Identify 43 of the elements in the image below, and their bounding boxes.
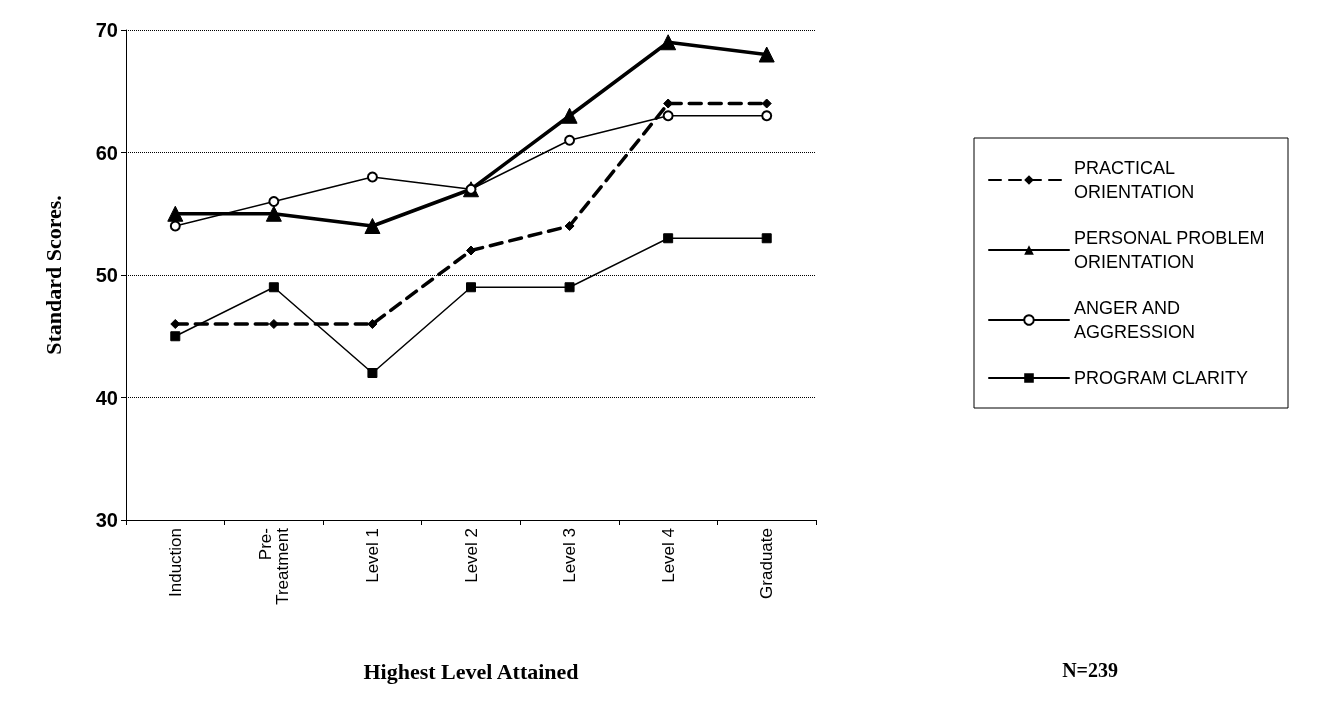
x-tick-label: Level 1	[362, 528, 382, 583]
y-tick-label: 30	[95, 509, 118, 531]
point	[663, 233, 674, 244]
x-tick-label: Induction	[165, 528, 185, 597]
point	[366, 171, 378, 183]
point	[662, 110, 674, 122]
point	[367, 368, 378, 378]
y-tick-label: 50	[95, 264, 118, 286]
y-axis-title: Standard Scores.	[40, 195, 66, 355]
point	[268, 282, 279, 293]
x-tick-label: Graduate	[757, 528, 777, 599]
x-axis-title: Highest Level Attained	[363, 658, 579, 684]
point	[561, 107, 578, 124]
x-tick-label: Level 4	[658, 528, 678, 583]
point	[466, 282, 476, 293]
point	[466, 245, 476, 256]
point	[564, 282, 575, 293]
point	[758, 46, 775, 63]
point	[167, 205, 184, 222]
point	[169, 220, 181, 232]
point	[564, 134, 576, 146]
legend-label: ANGER AND AGGRESSION	[1074, 298, 1196, 342]
x-tick-label: Level 3	[560, 528, 580, 583]
legend-label: PROGRAM CLARITY	[1074, 368, 1249, 388]
point	[268, 196, 280, 207]
x-tick-label: Pre-Treatment	[255, 527, 292, 605]
y-tick-label: 60	[95, 141, 118, 164]
point	[367, 319, 378, 329]
y-tick-label: 70	[95, 19, 118, 41]
point	[268, 319, 279, 329]
x-tick-label: Level 2	[461, 528, 481, 583]
point	[265, 205, 282, 222]
legend-label: PRACTICAL ORIENTATION	[1074, 158, 1195, 202]
point	[761, 98, 772, 109]
text: N=239	[1062, 659, 1118, 681]
point	[170, 331, 181, 342]
point	[564, 221, 575, 231]
y-tick-label: 40	[95, 386, 118, 409]
point	[364, 218, 381, 234]
point	[761, 110, 773, 122]
point	[761, 233, 772, 244]
point	[660, 34, 677, 51]
legend-label: PERSONAL PROBLEM ORIENTATION	[1074, 228, 1270, 272]
